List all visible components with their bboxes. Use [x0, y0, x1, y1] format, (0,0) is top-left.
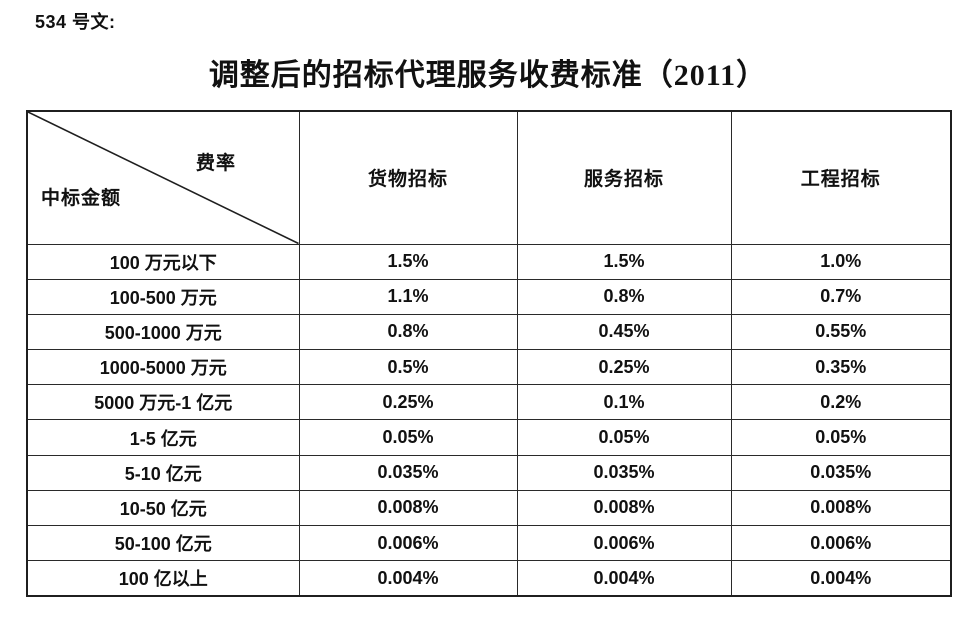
table-row: 5000 万元-1 亿元 0.25% 0.1% 0.2% [26, 384, 952, 421]
rate-value-cell: 1.1% [298, 278, 518, 315]
row-label-cell: 5-10 亿元 [26, 454, 300, 491]
column-header-goods-bidding: 货物招标 [298, 110, 518, 245]
rate-value-cell: 0.25% [298, 384, 518, 421]
row-label-cell: 100 亿以上 [26, 560, 300, 597]
column-header-engineering-bidding: 工程招标 [730, 110, 952, 245]
rate-value-cell: 0.25% [516, 349, 732, 386]
rate-value-cell: 0.5% [298, 349, 518, 386]
rate-value-cell: 1.5% [298, 243, 518, 280]
row-label-cell: 10-50 亿元 [26, 489, 300, 527]
row-label-cell: 50-100 亿元 [26, 524, 300, 562]
column-header-service-bidding: 服务招标 [516, 110, 732, 245]
table-row: 10-50 亿元 0.008% 0.008% 0.008% [26, 489, 952, 527]
rate-value-cell: 0.7% [730, 278, 952, 315]
rate-value-cell: 0.05% [516, 419, 732, 456]
rate-value-cell: 0.1% [516, 384, 732, 421]
corner-label-rate: 费率 [196, 153, 237, 174]
rate-value-cell: 0.05% [298, 419, 518, 456]
row-label-cell: 1-5 亿元 [26, 419, 300, 456]
rate-value-cell: 0.006% [298, 524, 518, 562]
rate-value-cell: 1.5% [516, 243, 732, 280]
fee-rate-table: 费率 中标金额 货物招标 服务招标 工程招标 100 万元以下 1.5% 1.5% 1… [26, 110, 952, 597]
rate-value-cell: 0.004% [516, 560, 732, 597]
rate-value-cell: 0.006% [730, 524, 952, 562]
doc-number-label: 534 号文: [35, 12, 116, 32]
rate-value-cell: 0.006% [516, 524, 732, 562]
rate-value-cell: 0.035% [516, 454, 732, 491]
rate-value-cell: 0.55% [730, 313, 952, 351]
row-label-cell: 500-1000 万元 [26, 313, 300, 351]
corner-label-amount: 中标金额 [41, 187, 122, 209]
rate-value-cell: 0.05% [730, 419, 952, 456]
diagonal-divider-line [28, 112, 299, 244]
corner-cell: 费率 中标金额 [26, 110, 300, 245]
table-row: 500-1000 万元 0.8% 0.45% 0.55% [26, 313, 952, 351]
page-title: 调整后的招标代理服务收费标准（2011） [208, 59, 768, 92]
table-row: 1-5 亿元 0.05% 0.05% 0.05% [26, 419, 952, 456]
rate-value-cell: 0.008% [516, 489, 732, 527]
table-row: 1000-5000 万元 0.5% 0.25% 0.35% [26, 349, 952, 386]
rate-value-cell: 0.008% [298, 489, 518, 527]
rate-value-cell: 0.45% [516, 313, 732, 351]
rate-value-cell: 0.8% [516, 278, 732, 315]
rate-value-cell: 0.004% [730, 560, 952, 597]
rate-value-cell: 1.0% [730, 243, 952, 280]
rate-value-cell: 0.008% [730, 489, 952, 527]
row-label-cell: 1000-5000 万元 [26, 349, 300, 386]
rate-value-cell: 0.8% [298, 313, 518, 351]
table-row: 5-10 亿元 0.035% 0.035% 0.035% [26, 454, 952, 491]
table-row: 100 万元以下 1.5% 1.5% 1.0% [26, 243, 952, 280]
rate-table-body: 100 万元以下 1.5% 1.5% 1.0% 100-500 万元 1.1% 0.8% 0.… [26, 243, 952, 597]
header-row: 费率 中标金额 货物招标 服务招标 工程招标 [26, 110, 952, 245]
rate-value-cell: 0.004% [298, 560, 518, 597]
row-label-cell: 100 万元以下 [26, 243, 300, 280]
rate-value-cell: 0.2% [730, 384, 952, 421]
rate-value-cell: 0.35% [730, 349, 952, 386]
table-row: 100 亿以上 0.004% 0.004% 0.004% [26, 560, 952, 597]
row-label-cell: 5000 万元-1 亿元 [26, 384, 300, 421]
table-row: 50-100 亿元 0.006% 0.006% 0.006% [26, 524, 952, 562]
row-label-cell: 100-500 万元 [26, 278, 300, 315]
rate-value-cell: 0.035% [298, 454, 518, 491]
rate-value-cell: 0.035% [730, 454, 952, 491]
table-row: 100-500 万元 1.1% 0.8% 0.7% [26, 278, 952, 315]
